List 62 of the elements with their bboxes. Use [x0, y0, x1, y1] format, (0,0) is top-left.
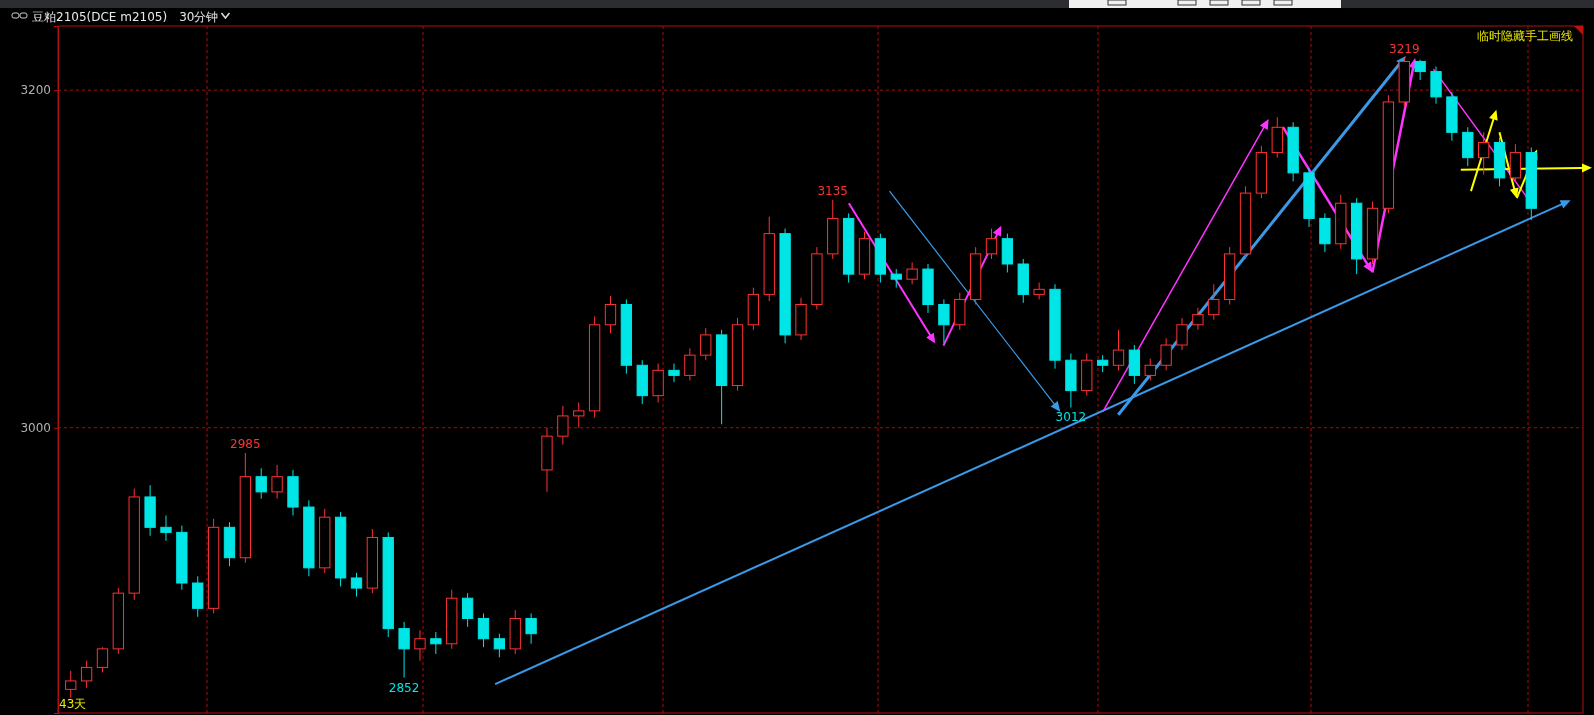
- candlestick: [938, 298, 950, 344]
- candlestick: [414, 629, 426, 662]
- candlestick: [1287, 121, 1299, 182]
- annotation: 临时隐藏手工画线: [1477, 29, 1573, 43]
- candlestick: [779, 228, 791, 344]
- candlestick: [477, 612, 490, 648]
- candlestick: [922, 263, 934, 314]
- candlestick: [1303, 167, 1315, 228]
- candlestick: [1033, 282, 1045, 300]
- candlestick: [573, 401, 585, 429]
- candlestick: [620, 298, 633, 375]
- candlestick: [303, 499, 315, 577]
- candlestick: [1208, 283, 1220, 321]
- candlestick: [223, 521, 236, 567]
- candlestick: [1160, 337, 1172, 371]
- y-tick-label: 3000: [20, 421, 51, 436]
- candlestick: [144, 484, 156, 537]
- candlestick: [1430, 66, 1442, 105]
- annotation: 3012: [1055, 410, 1087, 425]
- candlestick: [1350, 197, 1363, 275]
- candlestick: [541, 427, 553, 493]
- candlestick: [1462, 126, 1474, 167]
- y-tick-label: 3200: [20, 83, 51, 98]
- candlestick: [1049, 283, 1061, 370]
- candlestick: [1446, 91, 1458, 142]
- candlestick: [1478, 131, 1490, 176]
- annotation: 2985: [230, 437, 261, 452]
- candlestick: [684, 347, 696, 381]
- candlestick: [430, 631, 442, 655]
- candlestick: [65, 670, 77, 699]
- candlestick: [557, 405, 569, 446]
- candlestick: [1335, 194, 1347, 250]
- annotation: 43天: [59, 697, 87, 711]
- candlestick: [906, 261, 918, 285]
- candlestick: [668, 363, 680, 383]
- candlestick: [1319, 212, 1331, 253]
- candlestick: [461, 592, 474, 628]
- candlestick: [636, 359, 648, 405]
- annotation: 3135: [817, 183, 849, 198]
- candlestick: [1176, 317, 1188, 351]
- candlestick: [446, 589, 458, 650]
- candlestick: [1065, 352, 1077, 408]
- annotation: 3219: [1389, 42, 1420, 57]
- candlestick: [604, 295, 617, 334]
- candlestick: [319, 508, 331, 574]
- candlestick: [811, 246, 823, 311]
- candlestick: [239, 452, 252, 564]
- candlestick: [287, 469, 299, 517]
- candlestick: [795, 297, 807, 341]
- candlestick: [1271, 116, 1283, 159]
- candlestick: [842, 212, 855, 284]
- candlestick: [398, 621, 410, 679]
- candlestick: [1192, 307, 1204, 331]
- candlestick: [271, 464, 283, 500]
- candlestick: [160, 515, 172, 542]
- candlestick: [382, 531, 394, 638]
- chart-title: 豆粕2105(DCE m2105): [32, 10, 168, 24]
- candlestick: [652, 363, 664, 403]
- candlestick: [525, 612, 537, 645]
- chart-subtitle: 30分钟: [179, 10, 219, 24]
- annotation: 2852: [388, 680, 420, 695]
- candlestick: [1081, 352, 1093, 397]
